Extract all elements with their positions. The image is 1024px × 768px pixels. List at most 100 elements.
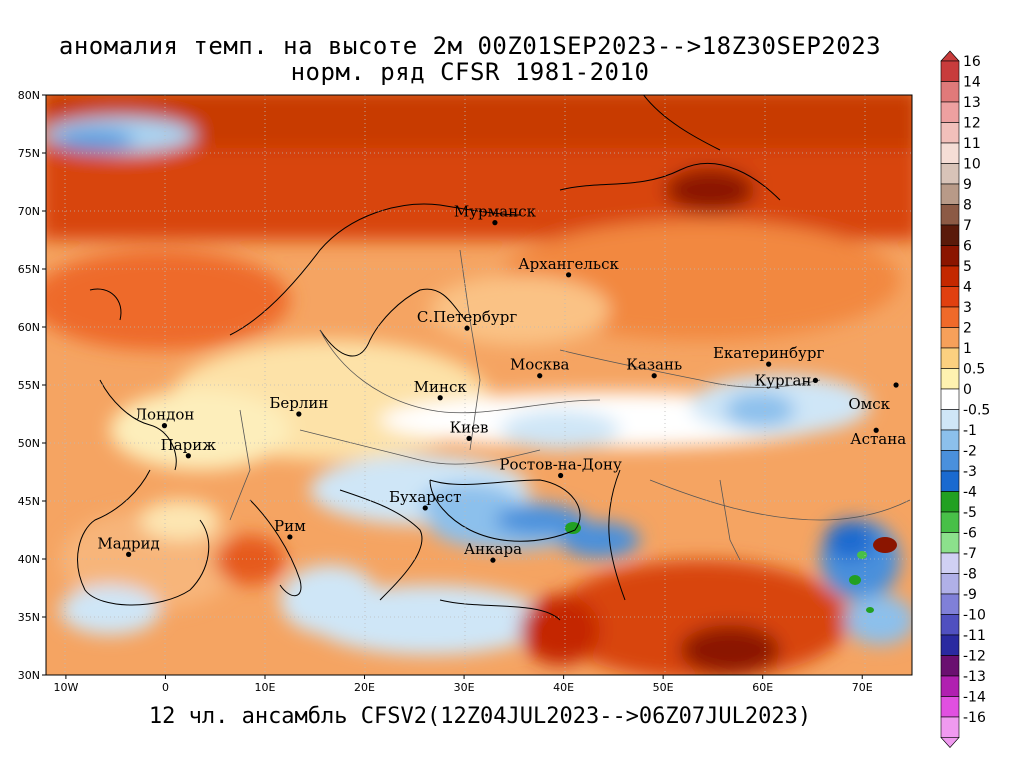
colorbar-label: 5 xyxy=(963,259,972,275)
colorbar-cell xyxy=(940,675,960,697)
city-dot xyxy=(766,361,772,367)
colorbar-label: 12 xyxy=(963,116,981,132)
colorbar-label: 8 xyxy=(963,198,972,214)
lon-tick-label: 40E xyxy=(553,681,574,694)
city-label: Казань xyxy=(626,356,682,374)
colorbar-cell xyxy=(940,347,960,369)
colorbar-bottom-arrow xyxy=(940,737,960,748)
city-markers: Мурманск Архангельск С.Петербург Москва Каза… xyxy=(97,203,906,563)
colorbar-cell xyxy=(940,634,960,656)
colorbar-label: 2 xyxy=(963,321,972,337)
lat-tick-label: 35N xyxy=(18,611,40,624)
lon-tick-label: 0 xyxy=(162,681,169,694)
chart-title-line-1: аномалия темп. на высоте 2м 00Z01SEP2023… xyxy=(58,32,882,60)
colorbar-cell xyxy=(940,327,960,349)
country-borders xyxy=(229,249,911,561)
colorbar-label: -11 xyxy=(963,628,986,644)
city-label: Мурманск xyxy=(454,203,537,221)
city-dot xyxy=(873,427,879,433)
city-label: Анкара xyxy=(464,540,522,558)
city-label: Ростов-на-Дону xyxy=(499,455,622,473)
lat-tick-label: 70N xyxy=(18,205,40,218)
colorbar-cell xyxy=(940,429,960,451)
city-label: Астана xyxy=(850,430,906,448)
graticule xyxy=(46,95,912,675)
colorbar-cell xyxy=(940,655,960,677)
temperature-field xyxy=(46,95,912,675)
city-dot xyxy=(565,272,572,278)
city-label: Бухарест xyxy=(389,488,461,506)
city-label: Екатеринбург xyxy=(713,344,824,362)
city-label: Киев xyxy=(450,418,489,436)
city-dot xyxy=(558,472,564,479)
colorbar-cell xyxy=(940,552,960,574)
colorbar-label: -3 xyxy=(963,464,977,480)
lat-tick-label: 45N xyxy=(18,495,40,508)
colorbar-label: -1 xyxy=(963,423,977,439)
colorbar-cell xyxy=(940,470,960,492)
city-dot xyxy=(185,453,191,459)
coastlines xyxy=(77,95,781,621)
colorbar-cell xyxy=(940,101,960,123)
colorbar-label: 0.5 xyxy=(963,362,985,378)
city-label: Москва xyxy=(510,356,570,374)
colorbar-cell xyxy=(940,511,960,533)
lat-tick-label: 50N xyxy=(18,437,40,450)
colorbar-cell xyxy=(940,388,960,410)
colorbar-label: 4 xyxy=(963,280,972,296)
lon-tick-label: 30E xyxy=(454,681,475,694)
city-dot xyxy=(812,377,819,383)
lat-tick-label: 80N xyxy=(18,89,40,102)
city-dot xyxy=(893,382,899,388)
axis-ticks: 10W 0 10E 20E 30E 40E 50E 60E 70E 80N 75N 70N 65N 60N… xyxy=(18,89,873,694)
city-dot xyxy=(126,551,132,557)
city-label: Париж xyxy=(161,436,217,454)
colorbar-label: -2 xyxy=(963,444,977,460)
colorbar-cell xyxy=(940,593,960,615)
lon-tick-label: 60E xyxy=(752,681,773,694)
colorbar-cell xyxy=(940,368,960,390)
colorbar-label: -7 xyxy=(963,546,977,562)
lon-tick-label: 70E xyxy=(852,681,873,694)
colorbar-cell xyxy=(940,614,960,636)
colorbar-label: -14 xyxy=(963,690,986,706)
colorbar-label: 0 xyxy=(963,382,972,398)
city-dot xyxy=(422,505,428,511)
lon-tick-label: 20E xyxy=(354,681,375,694)
colorbar-label: 9 xyxy=(963,177,972,193)
colorbar-cell xyxy=(940,245,960,267)
colorbar-cell xyxy=(940,183,960,205)
city-dot xyxy=(161,423,168,429)
colorbar: 16 14 13 12 11 10 9 8 7 6 5 4 3 2 1 0.5 0 -0.5 -1 -2 -3 -4 -5 -… xyxy=(940,50,990,748)
city-label: Мадрид xyxy=(97,534,159,552)
lat-tick-label: 55N xyxy=(18,379,40,392)
colorbar-cell xyxy=(940,573,960,595)
city-label: Омск xyxy=(848,395,890,413)
city-label: Архангельск xyxy=(518,255,619,273)
colorbar-label: -9 xyxy=(963,587,977,603)
colorbar-label: -6 xyxy=(963,526,977,542)
colorbar-label: 16 xyxy=(963,54,981,70)
colorbar-cell xyxy=(940,286,960,308)
lon-tick-label: 50E xyxy=(653,681,674,694)
colorbar-label: -5 xyxy=(963,505,977,521)
colorbar-cell xyxy=(940,306,960,328)
city-dot xyxy=(490,557,496,563)
city-label: Берлин xyxy=(269,394,328,412)
colorbar-label: -4 xyxy=(963,485,977,501)
colorbar-label: -10 xyxy=(963,608,986,624)
colorbar-label: 1 xyxy=(963,341,972,357)
colorbar-cell xyxy=(940,450,960,472)
city-dot xyxy=(287,534,293,540)
colorbar-cell xyxy=(940,163,960,185)
colorbar-label: 7 xyxy=(963,218,972,234)
colorbar-label: 6 xyxy=(963,239,972,255)
colorbar-label: 10 xyxy=(963,157,981,173)
city-dot xyxy=(464,325,470,331)
colorbar-cell xyxy=(940,204,960,226)
lat-tick-label: 30N xyxy=(18,669,40,682)
colorbar-label: -13 xyxy=(963,669,986,685)
lon-tick-label: 10E xyxy=(255,681,276,694)
city-dot xyxy=(537,373,543,379)
